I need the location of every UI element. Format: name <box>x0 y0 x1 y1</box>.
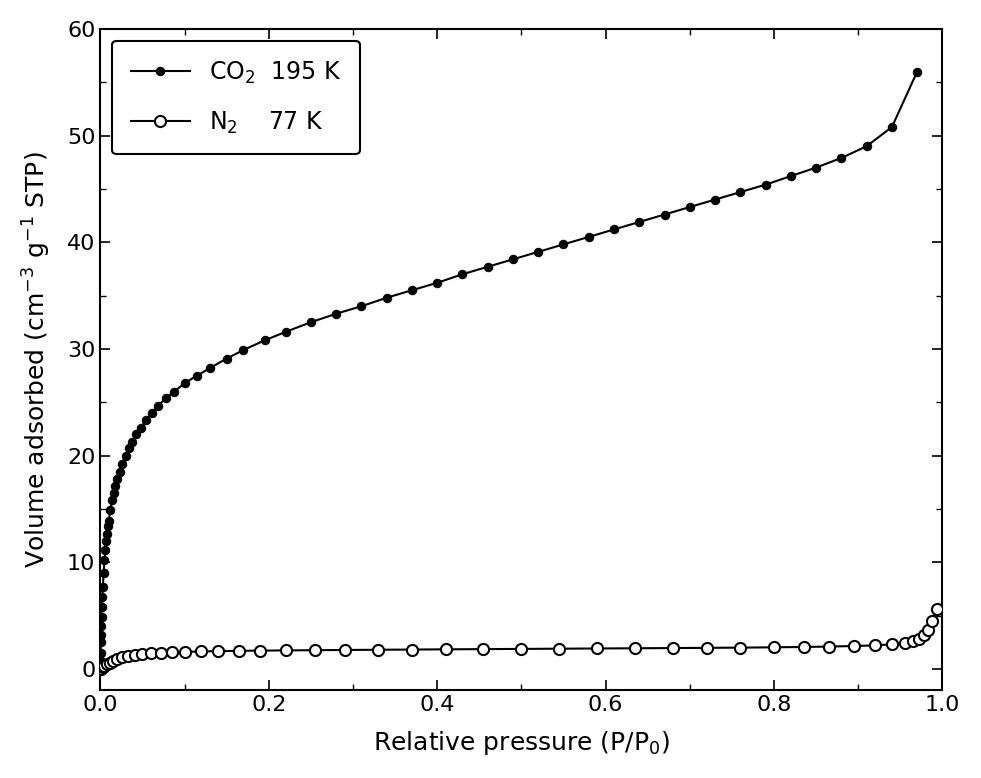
N$_2$    77 K <box>373 645 385 654</box>
N$_2$    77 K <box>667 643 679 653</box>
N$_2$    77 K <box>212 647 224 656</box>
N$_2$    77 K <box>922 625 934 634</box>
X-axis label: Relative pressure (P/P$_0$): Relative pressure (P/P$_0$) <box>373 729 670 757</box>
CO$_2$  195 K <box>557 240 569 249</box>
N$_2$    77 K <box>233 647 245 656</box>
N$_2$    77 K <box>136 650 148 659</box>
N$_2$    77 K <box>515 644 527 654</box>
N$_2$    77 K <box>823 642 835 651</box>
N$_2$    77 K <box>907 636 919 646</box>
N$_2$    77 K <box>101 660 113 669</box>
N$_2$    77 K <box>309 646 321 655</box>
CO$_2$  195 K <box>98 569 110 578</box>
N$_2$    77 K <box>145 649 157 658</box>
N$_2$    77 K <box>869 641 881 650</box>
N$_2$    77 K <box>899 638 910 647</box>
CO$_2$  195 K <box>94 662 106 671</box>
CO$_2$  195 K <box>134 423 146 433</box>
CO$_2$  195 K <box>103 516 115 525</box>
N$_2$    77 K <box>913 634 925 643</box>
N$_2$    77 K <box>592 644 603 654</box>
N$_2$    77 K <box>926 616 938 626</box>
N$_2$    77 K <box>95 664 107 673</box>
N$_2$    77 K <box>155 648 167 657</box>
Y-axis label: Volume adsorbed (cm$^{-3}$ g$^{-1}$ STP): Volume adsorbed (cm$^{-3}$ g$^{-1}$ STP) <box>21 151 53 568</box>
N$_2$    77 K <box>280 646 291 655</box>
N$_2$    77 K <box>117 653 129 662</box>
N$_2$    77 K <box>195 647 207 656</box>
N$_2$    77 K <box>918 630 930 640</box>
N$_2$    77 K <box>104 658 116 668</box>
N$_2$    77 K <box>798 643 809 652</box>
N$_2$    77 K <box>129 650 140 660</box>
Line: CO$_2$  195 K: CO$_2$ 195 K <box>96 68 921 671</box>
N$_2$    77 K <box>179 647 190 657</box>
N$_2$    77 K <box>97 663 109 672</box>
N$_2$    77 K <box>166 647 178 657</box>
N$_2$    77 K <box>338 645 350 654</box>
Legend: CO$_2$  195 K, N$_2$    77 K: CO$_2$ 195 K, N$_2$ 77 K <box>112 40 360 154</box>
N$_2$    77 K <box>849 641 860 650</box>
CO$_2$  195 K <box>110 481 122 490</box>
N$_2$    77 K <box>931 605 943 614</box>
CO$_2$  195 K <box>785 171 797 180</box>
N$_2$    77 K <box>99 661 111 671</box>
Line: N$_2$    77 K: N$_2$ 77 K <box>95 604 942 674</box>
N$_2$    77 K <box>107 656 119 665</box>
N$_2$    77 K <box>553 644 565 654</box>
N$_2$    77 K <box>478 644 490 654</box>
N$_2$    77 K <box>735 643 747 652</box>
N$_2$    77 K <box>439 645 451 654</box>
N$_2$    77 K <box>406 645 418 654</box>
N$_2$    77 K <box>111 654 123 664</box>
N$_2$    77 K <box>700 643 712 653</box>
N$_2$    77 K <box>629 643 641 653</box>
N$_2$    77 K <box>886 640 898 649</box>
N$_2$    77 K <box>768 643 780 652</box>
CO$_2$  195 K <box>911 67 923 76</box>
N$_2$    77 K <box>254 646 266 655</box>
N$_2$    77 K <box>123 651 134 661</box>
